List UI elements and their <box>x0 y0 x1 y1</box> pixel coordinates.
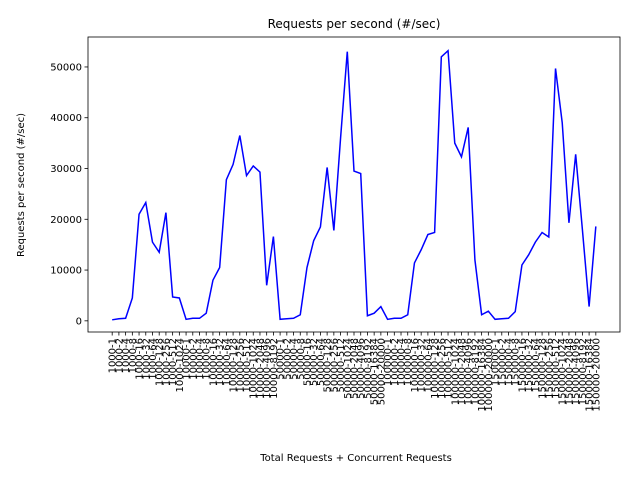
x-tick-label: 150000-4096 <box>571 338 582 405</box>
x-tick-label: 100000-32 <box>417 338 428 393</box>
x-tick-label: 100000-16 <box>410 338 421 393</box>
axes-frame <box>87 36 621 333</box>
x-tick-label: 150000-64 <box>531 338 542 393</box>
x-tick-label: 10000-128 <box>229 338 240 393</box>
x-tick-label: 50000-4096 <box>356 338 367 399</box>
x-tick-label: 10000-512 <box>242 338 253 393</box>
x-tick-label: 100000-8 <box>403 338 414 386</box>
x-tick-label: 1000-128 <box>155 338 166 386</box>
x-tick-label: 100000-512 <box>444 338 455 399</box>
x-tick-label: 150000-1024 <box>558 338 569 405</box>
line-series <box>112 49 597 321</box>
x-tick-label: 10000-4 <box>195 338 206 380</box>
x-tick-label: 10000-64 <box>222 338 233 386</box>
x-tick-label: 50000-128 <box>323 338 334 393</box>
x-tick-label: 1000-32 <box>141 338 152 380</box>
x-tick-label: 100000-8192 <box>470 338 481 405</box>
x-tick-label: 10000-32 <box>215 338 226 386</box>
x-tick-label: 1000-2 <box>114 338 125 373</box>
x-tick-label: 150000-32 <box>524 338 535 393</box>
x-tick-label: 150000-2048 <box>564 338 575 405</box>
x-tick-label: 100000-1 <box>383 338 394 386</box>
x-tick-label: 1000-1024 <box>175 338 186 393</box>
chart-title: Requests per second (#/sec) <box>268 17 441 31</box>
x-tick-label: 10000-2048 <box>255 338 266 399</box>
x-tick-label: 100000-64 <box>423 338 434 393</box>
x-tick-label: 50000-8192 <box>363 338 374 399</box>
x-tick-label: 100000-256 <box>437 338 448 399</box>
x-tick-label: 1000-16 <box>135 338 146 380</box>
x-tick-label: 150000-128 <box>538 338 549 399</box>
x-tick-label: 10000-2 <box>188 338 199 380</box>
x-tick-label: 150000-4 <box>504 338 515 386</box>
x-tick-label: 150000-16 <box>517 338 528 393</box>
x-tick-label: 50000-512 <box>336 338 347 393</box>
x-tick-label: 50000-16384 <box>370 338 381 405</box>
x-tick-label: 10000-4096 <box>262 338 273 399</box>
y-tick-label: 30000 <box>50 164 82 175</box>
x-tick-label: 50000-1 <box>276 338 287 380</box>
y-tick-label: 0 <box>76 316 82 327</box>
x-tick-label: 50000-1024 <box>343 338 354 399</box>
x-tick-label: 1000-1 <box>108 338 119 373</box>
x-tick-label: 50000-256 <box>329 338 340 393</box>
x-tick-label: 150000-20000 <box>591 338 602 412</box>
x-tick-label: 10000-8 <box>202 338 213 380</box>
x-tick-label: 100000-128 <box>430 338 441 399</box>
x-tick-label: 50000-2048 <box>350 338 361 399</box>
x-tick-label: 1000-512 <box>168 338 179 386</box>
x-tick-label: 150000-256 <box>544 338 555 399</box>
x-tick-label: 1000-64 <box>148 338 159 380</box>
x-tick-label: 150000-8192 <box>578 338 589 405</box>
x-tick-label: 100000-20000 <box>484 338 495 412</box>
x-tick-label: 1000-8 <box>128 338 139 373</box>
x-tick-label: 10000-256 <box>235 338 246 393</box>
x-tick-label: 150000-8 <box>511 338 522 386</box>
x-tick-label: 150000-512 <box>551 338 562 399</box>
x-tick-label: 150000-1 <box>491 338 502 386</box>
x-tick-label: 50000-8 <box>296 338 307 380</box>
x-tick-label: 50000-64 <box>316 338 327 386</box>
plot-area: 010000200003000040000500001000-11000-210… <box>50 49 602 412</box>
x-tick-label: 1000-4 <box>121 338 132 373</box>
x-tick-label: 100000-2048 <box>457 338 468 405</box>
x-tick-label: 150000-2 <box>497 338 508 386</box>
x-tick-label: 50000-20000 <box>376 338 387 405</box>
x-tick-label: 100000-2 <box>390 338 401 386</box>
x-tick-label: 50000-16 <box>302 338 313 386</box>
x-tick-label: 100000-16384 <box>477 338 488 412</box>
y-tick-label: 40000 <box>50 113 82 124</box>
y-tick-label: 10000 <box>50 266 82 277</box>
x-tick-label: 50000-2 <box>282 338 293 380</box>
x-tick-label: 50000-4 <box>289 338 300 380</box>
x-tick-label: 10000-8192 <box>269 338 280 399</box>
y-tick-label: 50000 <box>50 62 82 73</box>
x-tick-label: 10000-1024 <box>249 338 260 399</box>
x-tick-label: 150000-16384 <box>585 338 596 412</box>
y-axis-label: Requests per second (#/sec) <box>16 113 27 257</box>
x-tick-label: 100000-1024 <box>450 338 461 405</box>
x-tick-label: 10000-16 <box>208 338 219 386</box>
x-tick-label: 10000-1 <box>182 338 193 380</box>
x-tick-label: 100000-4 <box>397 338 408 386</box>
x-axis-label: Total Requests + Concurrent Requests <box>259 453 452 464</box>
y-tick-label: 20000 <box>50 215 82 226</box>
x-tick-label: 50000-32 <box>309 338 320 386</box>
x-tick-label: 1000-256 <box>161 338 172 386</box>
x-tick-label: 100000-4096 <box>464 338 475 405</box>
